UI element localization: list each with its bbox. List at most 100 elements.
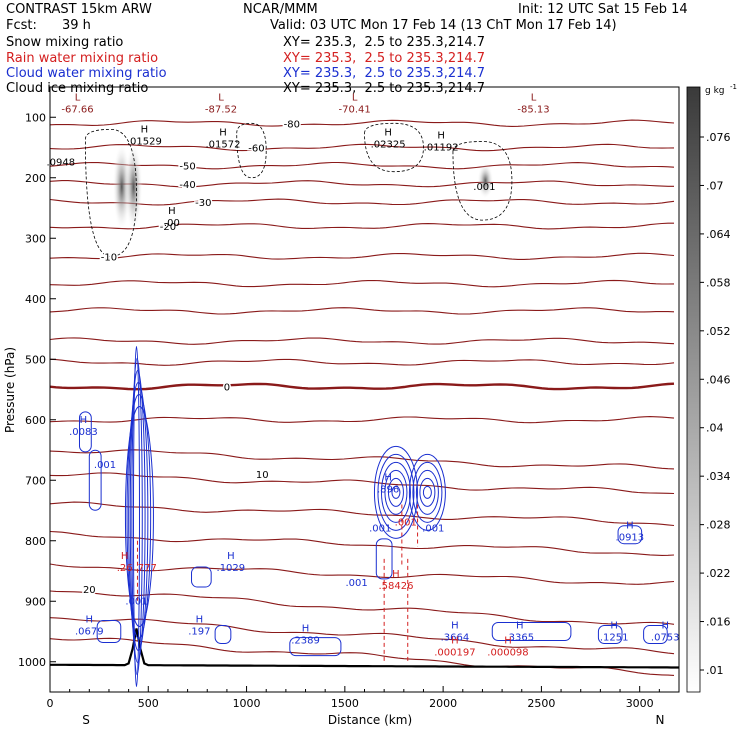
- cloud-water-contour: [191, 566, 212, 588]
- cloud-water-contour: [78, 411, 92, 453]
- cloud-ice-contour: [236, 122, 267, 179]
- temperature-contour: [50, 449, 675, 470]
- y-tick-label: 300: [25, 232, 46, 245]
- extremum-letter: H: [504, 636, 512, 647]
- end-label-left: S: [82, 713, 90, 727]
- colorbar-tick-label: .01: [706, 664, 724, 677]
- extremum-letter: L: [531, 92, 537, 103]
- contour-value-label: .001: [422, 524, 444, 535]
- y-tick-label: 600: [25, 414, 46, 427]
- extremum-letter: H: [227, 551, 235, 562]
- y-axis-title: Pressure (hPa): [3, 347, 17, 433]
- extremum-value: .0679: [75, 626, 104, 637]
- cloud-water-contour: [391, 485, 401, 499]
- forecast-hour: 39 h: [62, 18, 91, 33]
- extremum-value: .02325: [371, 139, 406, 150]
- cloud-water-contour: [373, 445, 418, 539]
- contour-value-label: .001: [346, 578, 368, 589]
- temperature-contour-label: 10: [256, 470, 269, 481]
- extremum-value: -85.13: [517, 104, 549, 115]
- colorbar-unit: g kg: [705, 86, 725, 96]
- extremum-letter: H: [661, 620, 669, 631]
- field-xy-cloudice: XY= 235.3, 2.5 to 235.3,214.7: [283, 81, 486, 96]
- extremum-value: .000197: [434, 648, 475, 659]
- cloud-water-contour: [491, 622, 572, 641]
- extremum-letter: H: [141, 124, 149, 135]
- x-axis-title: Distance (km): [328, 713, 412, 727]
- cloud-water-contour: [422, 485, 432, 499]
- extremum-letter: H: [451, 620, 459, 631]
- temperature-contour-label: -50: [179, 162, 195, 173]
- temperature-contour: [50, 252, 675, 260]
- end-label-right: N: [656, 713, 665, 727]
- contour-value-label: 777: [138, 563, 157, 574]
- cloud-water-contour: [214, 625, 232, 645]
- extremum-value: .01572: [205, 139, 240, 150]
- contour-value-label: .001: [369, 524, 391, 535]
- temperature-contour: [50, 617, 675, 655]
- y-tick-label: 1000: [18, 656, 46, 669]
- temperature-contour-label: -80: [284, 119, 300, 130]
- colorbar-tick-label: .046: [706, 373, 731, 386]
- colorbar-tick-label: .022: [706, 567, 731, 580]
- colorbar-tick-label: .016: [706, 616, 731, 629]
- cloud-water-contour: [380, 461, 411, 523]
- x-tick-label: 1000: [233, 697, 261, 710]
- contour-value-label: .001: [94, 460, 116, 471]
- temperature-contour-label: -60: [248, 144, 264, 155]
- field-xy-cloudwater: XY= 235.3, 2.5 to 235.3,214.7: [283, 66, 486, 81]
- cloud-ice-contour: [84, 128, 137, 257]
- temperature-contour: [50, 198, 675, 206]
- extremum-letter: H: [516, 620, 524, 631]
- temperature-contour: [50, 501, 675, 527]
- extremum-letter: H: [86, 614, 94, 625]
- cloud-water-contour: [375, 538, 393, 580]
- extremum-value: .197: [188, 626, 210, 637]
- temperature-contour: [50, 472, 675, 495]
- terrain-line: [50, 628, 679, 669]
- colorbar-tick-label: .034: [706, 470, 731, 483]
- extremum-letter: L: [352, 92, 358, 103]
- init-time: Init: 12 UTC Sat 15 Feb 14: [518, 2, 688, 17]
- cloud-water-contour: [597, 625, 623, 645]
- colorbar-tick-label: .028: [706, 519, 731, 532]
- extremum-value: .000098: [487, 648, 528, 659]
- cloud-water-contour: [128, 382, 149, 652]
- forecast-label: Fcst:: [6, 18, 37, 33]
- extremum-value: .01529: [127, 136, 162, 147]
- temperature-contour: [50, 337, 675, 345]
- extremum-value: -70.41: [339, 104, 371, 115]
- extremum-letter: H: [196, 614, 204, 625]
- colorbar-tick-label: .058: [706, 276, 731, 289]
- temperature-contour-label: 20: [83, 585, 96, 596]
- cloud-water-contour: [126, 394, 152, 640]
- extremum-letter: H: [121, 551, 129, 562]
- field-xy-rain: XY= 235.3, 2.5 to 235.3,214.7: [283, 51, 486, 66]
- cloud-water-contour: [88, 449, 102, 511]
- colorbar-tick-label: .052: [706, 325, 731, 338]
- temperature-contour-label: -10: [101, 252, 117, 263]
- extremum-letter: L: [218, 92, 224, 103]
- cloud-water-contour: [131, 358, 143, 676]
- extremum-value: .01192: [424, 142, 459, 153]
- extremum-letter: H: [219, 127, 227, 138]
- cloud-water-contour: [289, 637, 342, 657]
- x-tick-label: 500: [138, 697, 159, 710]
- extremum-letter: H: [437, 130, 445, 141]
- x-tick-label: 3000: [626, 697, 654, 710]
- cloud-water-contour: [419, 477, 436, 507]
- cloud-water-contour: [643, 625, 668, 645]
- temperature-contour-label: -30: [195, 198, 211, 209]
- extremum-value: .3664: [441, 632, 470, 643]
- colorbar-tick-label: .04: [706, 422, 724, 435]
- cloud-water-contour: [415, 469, 439, 515]
- y-tick-label: 500: [25, 353, 46, 366]
- model-title: CONTRAST 15km ARW: [6, 2, 152, 17]
- extremum-letter: H: [384, 472, 392, 483]
- cloud-water-contour: [384, 469, 408, 515]
- field-name-rain: Rain water mixing ratio: [6, 51, 159, 66]
- extremum-value: .58426: [378, 581, 413, 592]
- extremum-letter: H: [302, 624, 310, 635]
- extremum-letter: L: [75, 92, 81, 103]
